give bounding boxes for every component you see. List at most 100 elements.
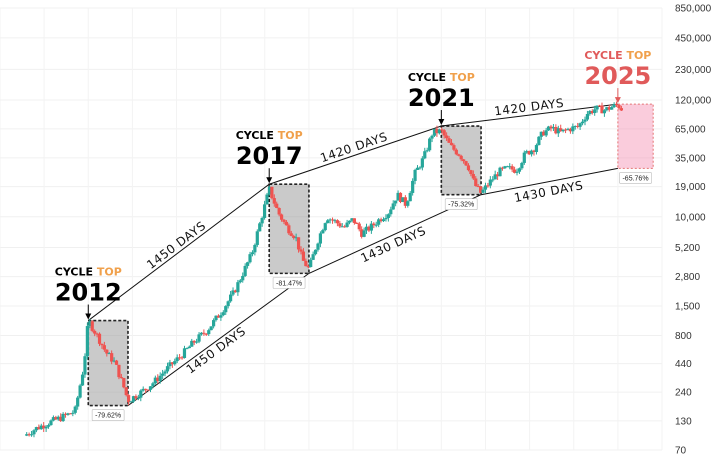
drawdown-label-box	[444, 198, 478, 211]
candle-body	[102, 345, 106, 350]
candle-body	[406, 201, 410, 206]
candle-body	[360, 229, 364, 237]
candle-body	[255, 231, 259, 245]
candle-body	[602, 110, 607, 114]
candle-body	[187, 346, 191, 349]
y-tick-label: 35,000	[675, 153, 706, 164]
candle-body	[440, 129, 444, 131]
candle-body	[600, 105, 604, 114]
candle-body	[447, 138, 451, 143]
cycle-year-label: 2021	[408, 84, 475, 112]
candle-body	[173, 361, 177, 365]
candle-body	[510, 166, 514, 170]
candle-body	[27, 434, 31, 436]
candle-body	[471, 173, 475, 179]
candle-body	[226, 301, 230, 307]
candle-body	[144, 388, 148, 390]
candle-body	[488, 179, 492, 186]
candle-body	[44, 426, 48, 429]
candle-body	[163, 371, 167, 374]
candle-body	[148, 386, 153, 390]
candle-body	[435, 128, 439, 134]
candle-body	[442, 130, 446, 136]
candle-body	[454, 149, 458, 155]
candle-body	[593, 109, 597, 114]
candle-body	[124, 387, 128, 396]
candle-body	[85, 326, 89, 357]
candle-body	[282, 219, 286, 222]
candle-body	[549, 126, 553, 129]
candle-body	[500, 167, 505, 169]
candle-body	[313, 249, 318, 255]
candle-body	[610, 107, 614, 110]
candle-body	[117, 364, 121, 378]
candle-body	[566, 128, 570, 130]
candle-body	[423, 151, 427, 159]
candle-body	[544, 130, 548, 136]
candle-body	[614, 104, 619, 106]
candle-body	[216, 315, 221, 318]
drawdown-label-box	[619, 172, 652, 184]
candle-body	[68, 413, 72, 415]
candle-body	[190, 340, 194, 347]
candle-body	[243, 265, 247, 276]
candle-body	[299, 249, 303, 252]
candle-body	[146, 389, 150, 391]
candle-body	[525, 151, 529, 153]
candle-body	[408, 192, 412, 202]
candle-body	[350, 218, 354, 221]
candle-body	[396, 192, 400, 201]
candle-body	[476, 186, 480, 188]
cycle-top-heading: CYCLE TOP	[584, 49, 651, 62]
candle-body	[338, 223, 342, 227]
candle-body	[330, 219, 335, 221]
candle-body	[29, 434, 34, 436]
candle-body	[537, 136, 541, 146]
candle-body	[345, 222, 349, 227]
candle-body	[90, 321, 94, 331]
candle-body	[462, 159, 466, 162]
candle-body	[114, 360, 119, 365]
candle-body	[151, 383, 155, 387]
candle-body	[496, 174, 500, 177]
candle-body	[139, 390, 143, 398]
y-tick-label: 65,000	[675, 124, 706, 135]
candle-body	[364, 226, 369, 231]
candle-body	[352, 218, 356, 224]
candle-body	[328, 219, 332, 221]
candle-body	[88, 321, 92, 327]
candle-body	[207, 330, 211, 335]
price-candles	[25, 101, 623, 438]
candle-body	[481, 189, 485, 193]
candle-body	[241, 275, 245, 281]
candle-body	[340, 226, 344, 228]
cycle-word: CYCLE	[236, 129, 278, 142]
candle-body	[59, 416, 63, 422]
candle-body	[284, 221, 289, 226]
candle-body	[131, 396, 136, 402]
candle-body	[576, 125, 580, 127]
candle-body	[292, 235, 296, 238]
cycle-word: CYCLE	[408, 71, 450, 84]
candle-body	[401, 197, 405, 203]
candle-body	[265, 194, 269, 205]
candle-body	[474, 178, 478, 187]
y-tick-label: 19,000	[675, 182, 706, 193]
candle-body	[515, 171, 519, 173]
candle-body	[46, 425, 51, 427]
candle-body	[411, 180, 415, 193]
candle-body	[333, 220, 337, 222]
candle-body	[39, 425, 43, 430]
drawdown-percent: -75.32%	[448, 202, 474, 209]
candle-body	[595, 105, 599, 110]
candle-body	[277, 207, 281, 215]
cycle-arrow-head	[266, 177, 273, 184]
candle-body	[612, 104, 616, 108]
candle-body	[607, 107, 611, 110]
candle-body	[466, 165, 471, 171]
candle-body	[175, 357, 179, 362]
candle-body	[483, 185, 488, 190]
candle-body	[323, 223, 327, 231]
candle-body	[112, 360, 116, 362]
channel-upper-line	[87, 103, 618, 321]
